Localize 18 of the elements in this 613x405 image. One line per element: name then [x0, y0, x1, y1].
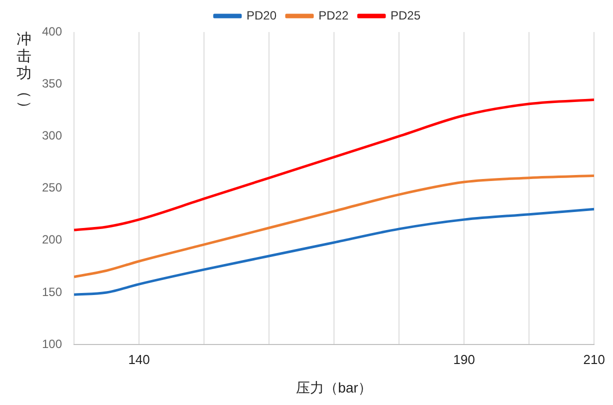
legend-label: PD25 — [390, 8, 421, 22]
y-tick-label: 350 — [42, 76, 62, 90]
y-tick-label: 300 — [42, 128, 62, 143]
legend-label: PD22 — [318, 8, 349, 22]
line-series — [74, 98, 594, 232]
x-tick-label: 190 — [453, 352, 475, 367]
legend-label: PD20 — [246, 8, 277, 22]
line-series — [74, 174, 594, 278]
x-axis-title: 压力（bar） — [296, 379, 372, 396]
y-tick-label: 200 — [42, 232, 62, 247]
y-tick-label: 250 — [42, 180, 62, 195]
y-tick-label: 100 — [42, 336, 62, 351]
x-tick-label: 210 — [583, 352, 606, 367]
y-tick-label: 400 — [42, 24, 62, 38]
x-tick-label: 140 — [128, 352, 150, 367]
line-series — [74, 208, 594, 296]
y-axis-title: 冲击功（） — [16, 31, 33, 116]
y-tick-label: 150 — [42, 284, 62, 299]
